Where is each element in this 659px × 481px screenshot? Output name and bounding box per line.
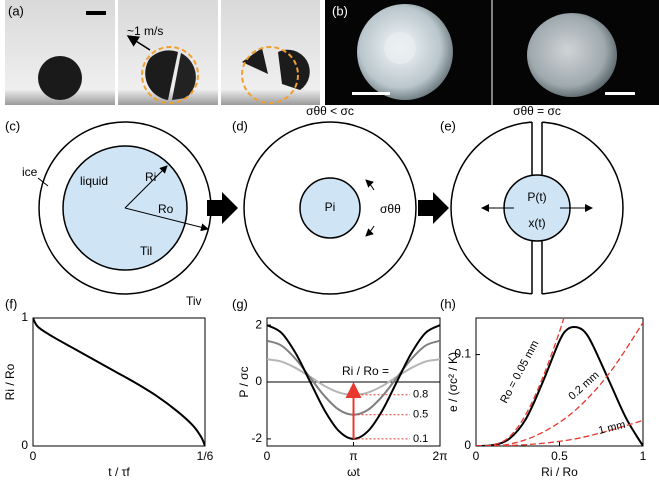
label: Tiv (186, 294, 202, 308)
panel-label: (f) (5, 296, 17, 311)
y-tick-label: 1 (21, 310, 28, 324)
x-tick-label: 0.5 (551, 449, 568, 463)
label: Ro (158, 202, 174, 216)
photo-b (325, 0, 659, 105)
series-line (33, 318, 205, 446)
panel-label: (g) (232, 296, 248, 311)
series-label: 0.8 (413, 389, 428, 401)
label: σθθ < σc (306, 104, 354, 118)
label: liquid (80, 174, 108, 188)
label: Til (140, 244, 152, 258)
photo-a (5, 0, 320, 105)
label: x(t) (528, 216, 545, 230)
y-tick-label: 2 (255, 317, 262, 331)
y-axis-label: e / (σc² / K) (446, 352, 460, 412)
x-axis-label: ωt (347, 465, 360, 479)
panel-label: (a) (8, 3, 24, 18)
label: σθθ = σc (513, 104, 561, 118)
y-tick-label: 0 (255, 374, 262, 388)
label: Ri (145, 170, 156, 184)
series-label: 1 mm (597, 419, 627, 437)
panel-label: (e) (440, 118, 456, 133)
x-tick-label: π (349, 449, 357, 463)
y-tick-label: 0 (464, 438, 471, 452)
label: ice (22, 165, 38, 179)
x-tick-label: 0 (30, 449, 37, 463)
y-axis-label: P / σc (237, 366, 251, 397)
speed-label: ~1 m/s (127, 24, 163, 38)
y-tick-label: 0 (21, 438, 28, 452)
series-label: 0.1 (413, 433, 428, 445)
x-tick-label: 1 (640, 449, 647, 463)
y-axis-label: Ri / Ro (3, 363, 17, 400)
label: P(t) (527, 190, 546, 204)
panel-label: (c) (5, 118, 20, 133)
series-label: 0.5 (413, 409, 428, 421)
x-tick-label: 2π (433, 449, 448, 463)
y-tick-label: -2 (251, 431, 262, 445)
label: Pi (325, 200, 336, 214)
diagram-e (451, 118, 623, 300)
figure: (a) (b) (c) (d) (e) (f) (g) (h) ~1 m/s i… (0, 0, 659, 481)
plot-frame (33, 318, 205, 446)
x-tick-label: 1/6 (197, 449, 214, 463)
x-tick-label: 0 (473, 449, 480, 463)
panel-label: (d) (232, 118, 248, 133)
series-label: 0.2 mm (566, 369, 601, 402)
label: σθθ (380, 202, 401, 216)
x-axis-label: Ri / Ro (541, 465, 578, 479)
arrow (207, 192, 238, 224)
panel-label: (h) (440, 296, 456, 311)
annotation: Ri / Ro = (342, 364, 389, 378)
panel-label: (b) (332, 3, 348, 18)
arrow (418, 192, 449, 224)
diagram-c (38, 122, 211, 294)
x-axis-label: t / τf (108, 465, 130, 479)
x-tick-label: 0 (264, 449, 271, 463)
